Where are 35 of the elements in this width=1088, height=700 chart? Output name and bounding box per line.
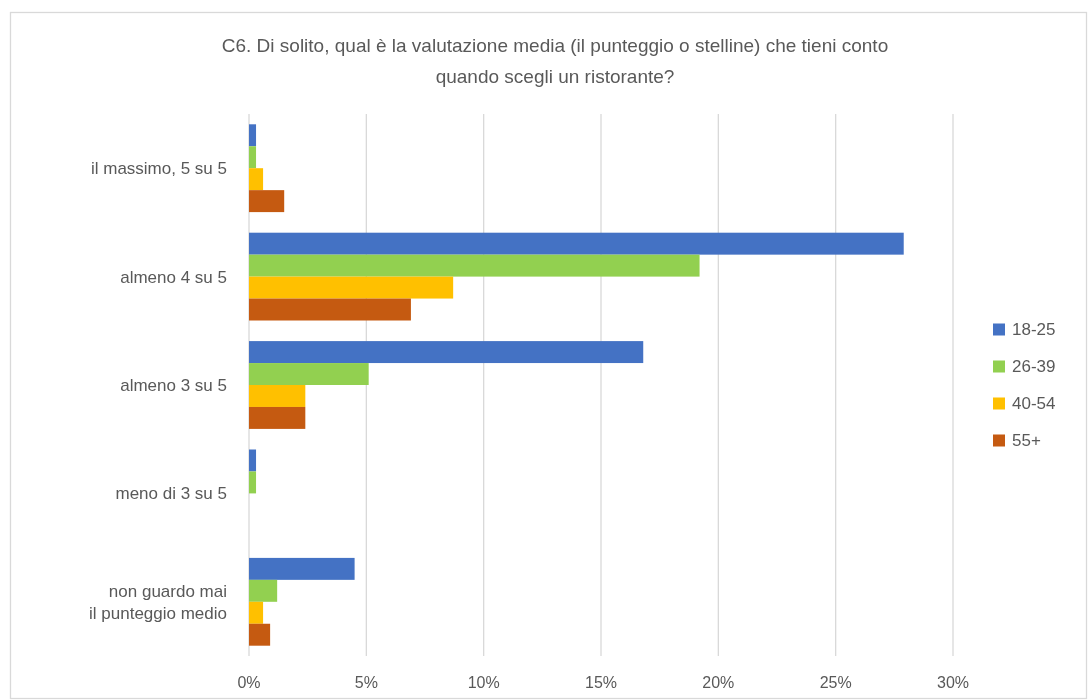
legend-label: 26-39	[1012, 357, 1056, 376]
bar	[249, 276, 454, 299]
bar	[249, 385, 306, 407]
bar	[249, 557, 355, 580]
legend-label: 55+	[1012, 431, 1041, 450]
legend-label: 40-54	[1012, 394, 1056, 413]
bar	[249, 124, 257, 147]
x-tick-label: 5%	[354, 674, 378, 691]
chart-title: C6. Di solito, qual è la valutazione media (il punteggio o stelline) che tieni conto quando scegli un ristorante?	[221, 35, 889, 87]
bar	[249, 623, 271, 646]
y-tick-label: meno di 3 su 5	[115, 483, 227, 503]
bar	[249, 146, 257, 169]
x-tick-label: 25%	[819, 674, 852, 691]
bar	[249, 471, 257, 494]
y-tick-label: il massimo, 5 su 5	[90, 158, 227, 178]
bar	[249, 406, 306, 429]
bar	[249, 168, 264, 191]
bar	[249, 449, 257, 472]
bar	[249, 254, 700, 277]
y-tick-label: non guardo mai il punteggio medio	[89, 581, 227, 623]
bar	[249, 232, 904, 255]
bar	[249, 190, 285, 213]
x-tick-label: 0%	[237, 674, 261, 691]
bar	[249, 341, 644, 364]
y-tick-label: almeno 4 su 5	[120, 267, 227, 287]
bar	[249, 601, 264, 624]
bar	[249, 298, 411, 321]
x-tick-label: 20%	[702, 674, 735, 691]
x-tick-label: 15%	[584, 674, 618, 691]
bar	[249, 363, 369, 385]
x-tick-label: 30%	[936, 674, 970, 691]
x-tick-label: 10%	[467, 674, 500, 691]
bar	[249, 579, 278, 602]
legend-label: 18-25	[1012, 320, 1056, 339]
y-tick-label: almeno 3 su 5	[120, 375, 227, 395]
